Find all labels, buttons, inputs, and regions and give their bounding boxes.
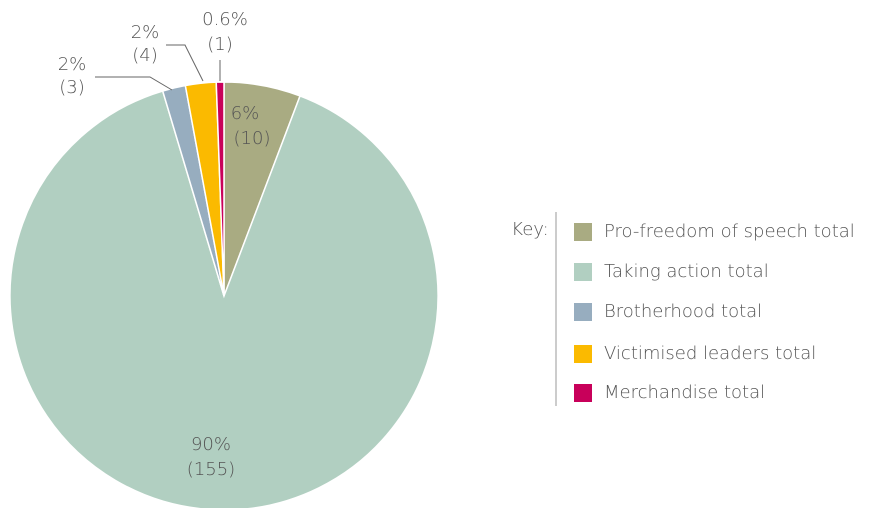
percent-label: 90% bbox=[191, 434, 231, 455]
value-label: (10) bbox=[234, 128, 271, 149]
legend-swatch bbox=[574, 303, 592, 321]
leader-line bbox=[166, 44, 204, 82]
percent-label: 2% bbox=[131, 22, 160, 43]
percent-label: 0.6% bbox=[202, 9, 248, 30]
legend-title: Key: bbox=[511, 219, 548, 240]
value-label: (3) bbox=[59, 77, 85, 98]
legend-swatch bbox=[574, 384, 592, 402]
legend-label: Merchandise total bbox=[604, 382, 765, 403]
legend-label: Victimised leaders total bbox=[604, 343, 816, 364]
legend-label: Brotherhood total bbox=[604, 301, 762, 322]
leader-line bbox=[95, 76, 173, 91]
pie-slice bbox=[9, 90, 439, 508]
legend-swatch bbox=[574, 223, 592, 241]
value-label: (4) bbox=[132, 45, 158, 66]
legend-label: Taking action total bbox=[604, 261, 769, 282]
value-label: (155) bbox=[187, 459, 235, 480]
value-label: (1) bbox=[207, 34, 233, 55]
legend-swatch bbox=[574, 345, 592, 363]
legend-swatch bbox=[574, 263, 592, 281]
pie-slice bbox=[215, 81, 225, 297]
percent-label: 2% bbox=[58, 54, 87, 75]
legend-label: Pro-freedom of speech total bbox=[604, 221, 855, 242]
percent-label: 6% bbox=[231, 103, 260, 124]
